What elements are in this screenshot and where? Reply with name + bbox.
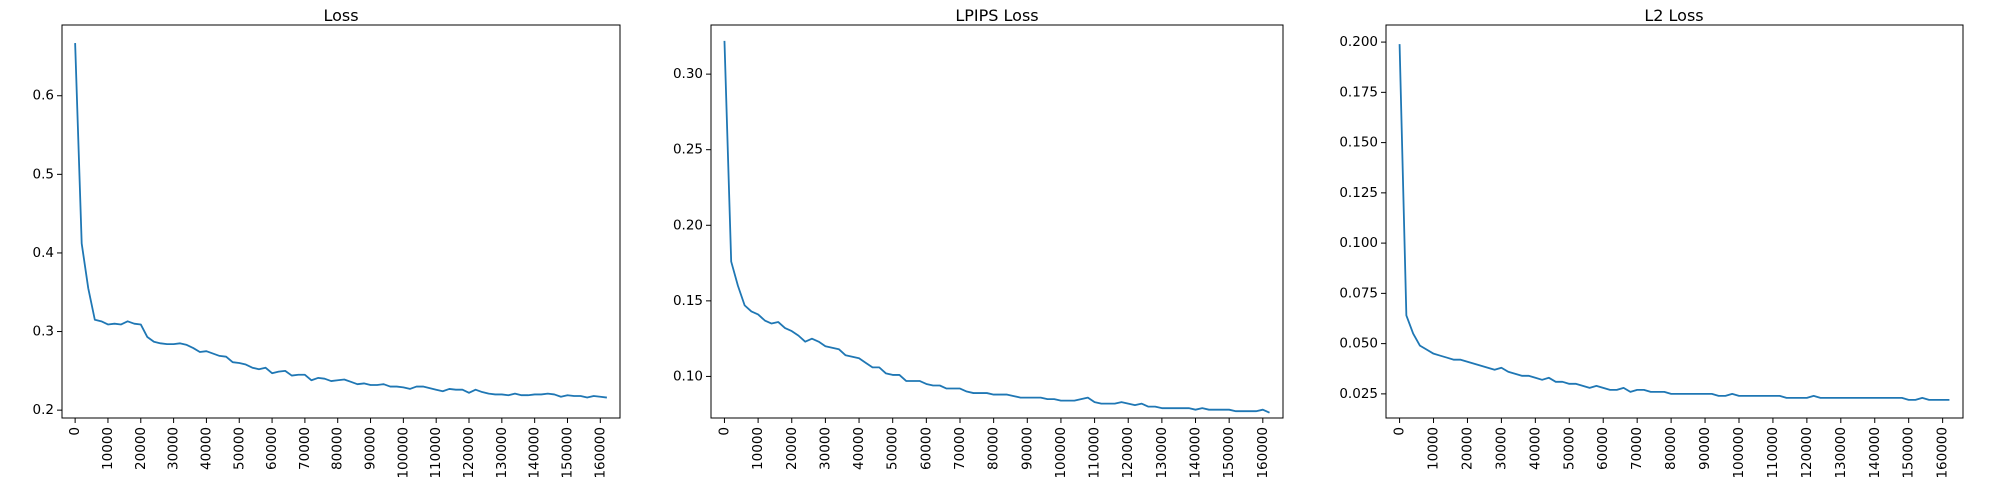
x-tick-label: 100000	[395, 427, 411, 479]
subplot-title: L2 Loss	[1644, 6, 1703, 25]
x-tick-label: 10000	[100, 427, 116, 470]
x-axis: 0 10000 20000 30000 40000 50000 60000 70000 8000…	[716, 418, 1271, 479]
x-tick-label: 60000	[264, 427, 280, 470]
x-tick-label: 110000	[1087, 427, 1103, 479]
x-tick-label: 90000	[1019, 427, 1035, 470]
x-tick-label: 10000	[750, 427, 766, 470]
y-tick-label: 0.4	[33, 245, 54, 261]
x-tick-label: 150000	[1901, 427, 1917, 479]
plot-frame	[710, 24, 1284, 419]
x-tick-label: 70000	[952, 427, 968, 470]
y-tick-label: 0.175	[1339, 84, 1378, 100]
x-tick-label: 110000	[428, 427, 444, 479]
x-tick-label: 0	[716, 427, 732, 436]
x-tick-label: 120000	[1799, 427, 1815, 479]
x-tick-label: 20000	[784, 427, 800, 470]
x-tick-label: 70000	[1629, 427, 1645, 470]
y-axis: 0.025 0.050 0.075 0.100 0.125 0.150 0.175 0.200	[1339, 34, 1386, 402]
y-tick-label: 0.5	[33, 166, 54, 182]
y-tick-label: 0.10	[673, 368, 703, 384]
subplot-title: Loss	[323, 6, 358, 25]
x-tick-label: 70000	[297, 427, 313, 470]
x-tick-label: 0	[67, 427, 83, 436]
subplot-lpips-loss: LPIPS Loss 0 10000 20000 30000 40000 50000 600…	[673, 6, 1284, 479]
y-tick-label: 0.050	[1339, 336, 1378, 352]
x-tick-label: 80000	[1663, 427, 1679, 470]
x-tick-label: 100000	[1053, 427, 1069, 479]
x-tick-label: 140000	[527, 427, 543, 479]
y-tick-label: 0.15	[673, 293, 703, 309]
x-axis: 0 10000 20000 30000 40000 50000 60000 70000 8000…	[67, 418, 608, 479]
y-tick-label: 0.125	[1339, 185, 1378, 201]
x-tick-label: 20000	[133, 427, 149, 470]
y-tick-label: 0.20	[673, 217, 703, 233]
x-tick-label: 100000	[1731, 427, 1747, 479]
loss-series-line	[74, 43, 607, 399]
x-tick-label: 120000	[461, 427, 477, 479]
x-tick-label: 30000	[166, 427, 182, 470]
y-tick-label: 0.30	[673, 66, 703, 82]
x-tick-label: 130000	[1154, 427, 1170, 479]
y-tick-label: 0.150	[1339, 135, 1378, 151]
x-tick-label: 90000	[1697, 427, 1713, 470]
x-tick-label: 160000	[592, 427, 608, 479]
x-tick-label: 80000	[330, 427, 346, 470]
y-tick-label: 0.025	[1339, 386, 1378, 402]
x-tick-label: 160000	[1255, 427, 1271, 479]
x-tick-label: 120000	[1120, 427, 1136, 479]
subplot-l2-loss: L2 Loss 0 10000 20000 30000 40000 50000 60000 7…	[1339, 6, 1964, 479]
x-tick-label: 40000	[198, 427, 214, 470]
x-tick-label: 20000	[1459, 427, 1475, 470]
x-tick-label: 150000	[1221, 427, 1237, 479]
x-tick-label: 130000	[1833, 427, 1849, 479]
x-tick-label: 30000	[1493, 427, 1509, 470]
x-tick-label: 50000	[1561, 427, 1577, 470]
x-tick-label: 40000	[851, 427, 867, 470]
x-tick-label: 50000	[885, 427, 901, 470]
y-tick-label: 0.6	[33, 88, 54, 104]
y-tick-label: 0.2	[33, 402, 54, 418]
y-tick-label: 0.25	[673, 142, 703, 158]
y-axis: 0.10 0.15 0.20 0.25 0.30	[673, 66, 711, 384]
x-tick-label: 10000	[1426, 427, 1442, 470]
x-tick-label: 150000	[559, 427, 575, 479]
x-tick-label: 90000	[363, 427, 379, 470]
plot-frame	[61, 24, 621, 419]
lpips-loss-series-line	[723, 40, 1270, 414]
plot-frame	[1385, 24, 1964, 419]
x-tick-label: 60000	[918, 427, 934, 470]
subplot-title: LPIPS Loss	[955, 6, 1038, 25]
subplot-loss: Loss 0 10000 20000 30000 40000 50000 60000 7000…	[33, 6, 621, 479]
x-tick-label: 140000	[1188, 427, 1204, 479]
x-tick-label: 80000	[986, 427, 1002, 470]
y-tick-label: 0.100	[1339, 235, 1378, 251]
x-tick-label: 160000	[1935, 427, 1951, 479]
x-tick-label: 140000	[1867, 427, 1883, 479]
x-tick-label: 50000	[231, 427, 247, 470]
y-tick-label: 0.075	[1339, 285, 1378, 301]
x-tick-label: 60000	[1595, 427, 1611, 470]
y-tick-label: 0.200	[1339, 34, 1378, 50]
x-axis: 0 10000 20000 30000 40000 50000 60000 70000 8000…	[1392, 418, 1951, 479]
x-tick-label: 30000	[817, 427, 833, 470]
x-tick-label: 130000	[494, 427, 510, 479]
x-tick-label: 40000	[1527, 427, 1543, 470]
x-tick-label: 0	[1392, 427, 1408, 436]
l2-loss-series-line	[1398, 44, 1950, 401]
y-tick-label: 0.3	[33, 324, 54, 340]
x-tick-label: 110000	[1765, 427, 1781, 479]
y-axis: 0.2 0.3 0.4 0.5 0.6	[33, 88, 62, 418]
